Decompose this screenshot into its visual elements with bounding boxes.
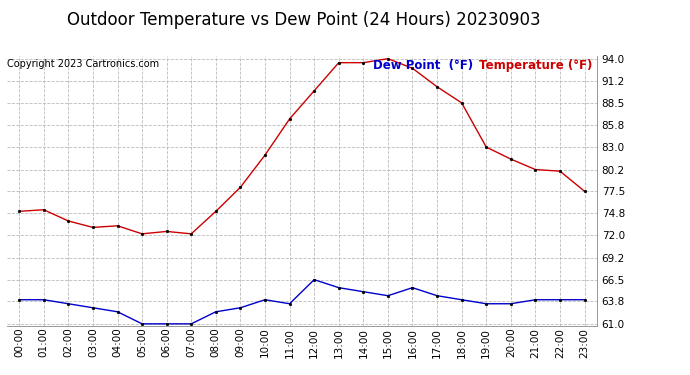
- Text: Temperature (°F): Temperature (°F): [479, 59, 592, 72]
- Text: Outdoor Temperature vs Dew Point (24 Hours) 20230903: Outdoor Temperature vs Dew Point (24 Hou…: [67, 11, 540, 29]
- Text: Dew Point  (°F): Dew Point (°F): [373, 59, 473, 72]
- Text: Copyright 2023 Cartronics.com: Copyright 2023 Cartronics.com: [8, 59, 159, 69]
